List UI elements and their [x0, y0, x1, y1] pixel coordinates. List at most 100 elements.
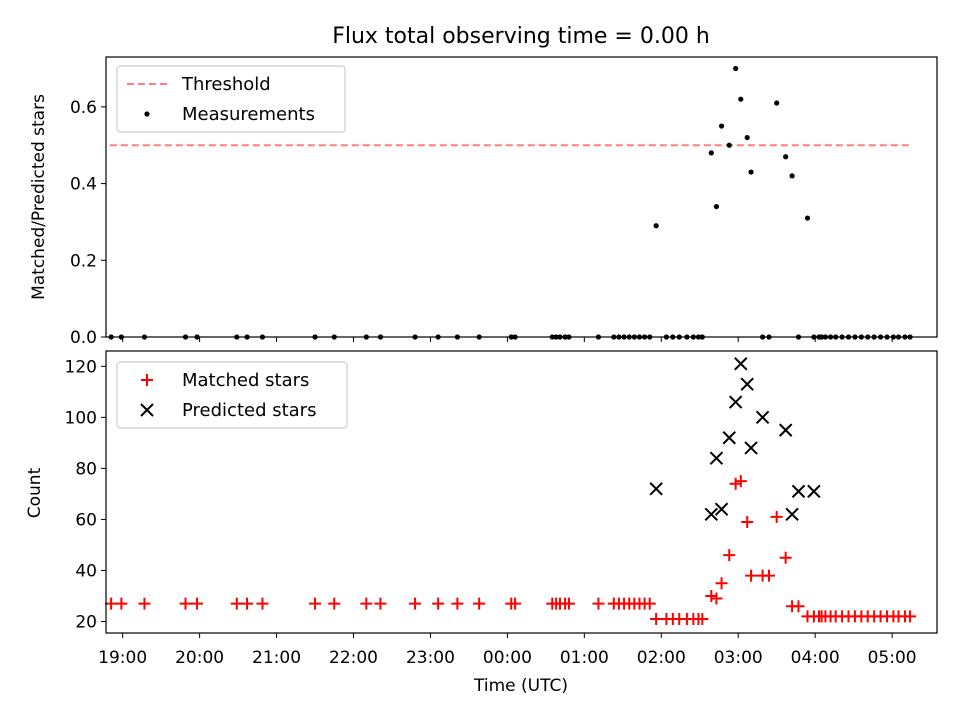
measurement-point	[653, 223, 659, 229]
matched-star-point	[592, 597, 605, 610]
bottom-legend: Matched stars Predicted stars	[116, 361, 348, 429]
matched-star-point	[710, 592, 723, 605]
top-y-axis-label: Matched/Predicted stars	[29, 94, 49, 300]
predicted-star-point	[734, 357, 748, 371]
measurement-point	[744, 134, 750, 141]
legend-threshold-label: Threshold	[181, 74, 271, 95]
x-tick-label: 20:00	[175, 648, 224, 668]
predicted-star-point	[744, 441, 758, 455]
matched-star-point	[115, 597, 128, 610]
bottom-y-tick-label: 120	[65, 357, 97, 377]
matched-star-point	[473, 597, 486, 610]
measurement-point	[733, 65, 739, 72]
bottom-x-ticks: 19:00 20:00 21:00 22:00 23:00 00:00 01:00 02:00…	[98, 633, 917, 668]
matched-star-point	[230, 597, 243, 610]
top-y-tick-label: 0.0	[70, 328, 97, 348]
matched-star-point	[741, 515, 754, 528]
matched-star-point	[650, 612, 663, 625]
matched-star-point	[374, 597, 387, 610]
predicted-star-point	[778, 423, 793, 437]
predicted-star-point	[807, 484, 821, 499]
matched-star-point	[256, 597, 269, 610]
top-y-ticks: 0.0 0.2 0.4 0.6	[70, 98, 106, 348]
top-plot-frame	[105, 56, 938, 338]
chart-title: Flux total observing time = 0.00 h	[332, 24, 710, 49]
predicted-star-point	[755, 410, 770, 425]
matched-star-point	[105, 597, 118, 610]
x-tick-label: 04:00	[791, 648, 840, 668]
x-tick-label: 03:00	[714, 648, 763, 668]
matched-star-point	[696, 612, 709, 625]
x-tick-label: 00:00	[483, 648, 532, 668]
predicted-star-point	[728, 395, 743, 409]
x-tick-label: 02:00	[637, 648, 686, 668]
matched-star-point	[779, 551, 792, 564]
matched-star-point	[409, 597, 422, 610]
matched-star-point	[509, 597, 522, 610]
matched-star-point	[179, 597, 192, 610]
matched-star-point	[723, 549, 736, 562]
measurement-point	[774, 100, 780, 106]
measurement-point	[748, 169, 754, 175]
x-tick-label: 23:00	[406, 648, 455, 668]
matched-star-point	[451, 597, 464, 610]
measurement-point	[738, 96, 744, 102]
top-x-ticks	[122, 337, 893, 342]
bottom-y-tick-label: 100	[65, 408, 97, 428]
x-tick-label: 19:00	[98, 648, 147, 668]
matched-star-point	[745, 569, 758, 582]
matched-star-point	[309, 597, 322, 610]
matched-star-point	[191, 597, 204, 610]
legend-predicted-swatch	[140, 403, 154, 417]
legend-predicted-label: Predicted stars	[182, 400, 316, 421]
matched-star-point	[328, 597, 341, 610]
matched-star-point	[562, 597, 575, 610]
x-tick-label: 05:00	[868, 648, 917, 668]
bottom-legend-box	[116, 361, 348, 429]
top-y-tick-label: 0.4	[70, 175, 97, 195]
matched-star-point	[715, 577, 728, 590]
matched-star-point	[763, 569, 776, 582]
matched-star-point	[734, 475, 747, 488]
x-tick-label: 21:00	[252, 648, 301, 668]
measurement-point	[708, 150, 714, 156]
bottom-panel: Count Time (UTC) 20 40 60 80 100 120 19:00 20:…	[25, 350, 938, 696]
matched-star-point	[705, 589, 718, 602]
measurement-point	[783, 154, 789, 160]
bottom-y-tick-label: 20	[75, 613, 97, 633]
x-axis-label: Time (UTC)	[473, 676, 568, 696]
predicted-star-point	[714, 502, 729, 516]
measurement-point	[726, 142, 732, 148]
matched-star-point	[360, 597, 373, 610]
bottom-y-tick-label: 60	[75, 510, 97, 530]
bottom-plot-frame	[105, 350, 938, 634]
matched-star-point	[432, 597, 445, 610]
predicted-star-point	[649, 482, 663, 496]
matched-star-point	[241, 597, 254, 610]
top-panel: Flux total observing time = 0.00 h Match…	[29, 24, 938, 348]
x-tick-label: 01:00	[560, 648, 609, 668]
x-tick-label: 22:00	[329, 648, 378, 668]
matched-star-point	[792, 600, 805, 613]
bottom-y-axis-label: Count	[25, 467, 45, 518]
matched-star-point	[138, 597, 151, 610]
bottom-plot-marks	[105, 357, 917, 625]
matched-star-point	[643, 597, 656, 610]
legend-matched-swatch	[141, 374, 153, 386]
predicted-star-point	[709, 451, 724, 465]
predicted-star-point	[722, 431, 736, 445]
bottom-y-tick-label: 80	[75, 459, 97, 479]
legend-measurements-label: Measurements	[182, 104, 315, 125]
top-y-tick-label: 0.2	[70, 251, 97, 271]
matched-star-point	[904, 610, 917, 623]
measurement-point	[713, 203, 720, 210]
matched-star-point	[729, 477, 742, 490]
top-legend: Threshold Measurements	[116, 65, 346, 133]
legend-matched-label: Matched stars	[182, 370, 309, 391]
bottom-y-tick-label: 40	[75, 561, 97, 581]
bottom-y-ticks: 20 40 60 80 100 120	[65, 357, 106, 633]
legend-measurements-swatch	[144, 111, 150, 117]
top-legend-box	[116, 65, 346, 133]
